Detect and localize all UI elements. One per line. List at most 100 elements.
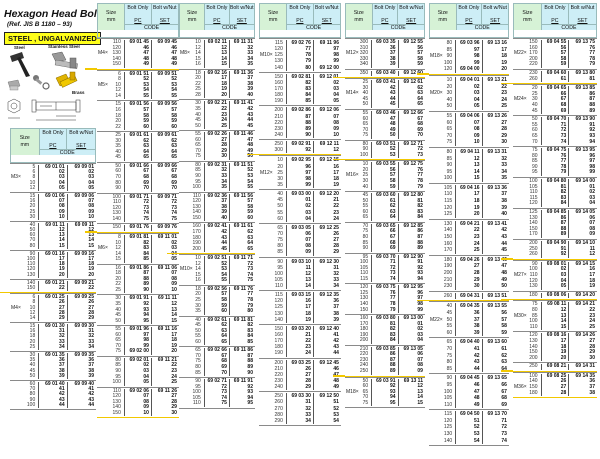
size-block: 20 69 04 65 69 13 85 25 66 86 M24× 30 67 87 40 68 88… [501, 82, 597, 259]
table-row: 65 08 28 [429, 126, 509, 133]
length-value: 310 [359, 44, 369, 51]
pc-code-cell: 36 [372, 45, 399, 52]
length-value: 95 [277, 264, 283, 271]
set-code-cell: 10 [333, 131, 339, 138]
set-code-cell: 69 13 55 [487, 303, 507, 310]
length-cell: 150 [97, 225, 125, 231]
table-row: 80 08 28 [259, 243, 341, 250]
table-row: 105 81 01 [513, 184, 597, 191]
length-cell: 15 [10, 192, 40, 200]
set-code-cell: 22 [88, 284, 94, 291]
pc-code-cell: 69 04 21 [456, 220, 483, 228]
table-row: 180 69 04 26 69 13 46 [429, 256, 509, 264]
length-cell: 75 [259, 237, 287, 244]
length-cell: 230 [259, 125, 287, 132]
pc-code-cell: 04 [39, 180, 68, 186]
set-code-cell: 51 [333, 399, 339, 406]
table-row: 6 02 02 [10, 169, 96, 176]
set-code-cell: 15 [417, 399, 423, 406]
table-row: 150 40 60 [179, 215, 255, 222]
pc-code-cell: 82 [372, 327, 399, 333]
pc-code-cell: 69 03 46 [372, 110, 399, 117]
pc-code-cell: 54 [125, 88, 152, 94]
table-row: 130 17 27 [513, 337, 597, 345]
length-value: 10 [195, 39, 201, 45]
pc-code-cell: 86 [542, 215, 570, 222]
length-value: 15 [29, 192, 36, 199]
length-value: 30 [362, 178, 369, 185]
set-code-cell: 69 12 71 [403, 140, 423, 147]
length-value: 60 [29, 380, 36, 387]
set-code-cell: 89 [247, 363, 253, 370]
table-row: 120 77 97 [259, 46, 341, 53]
length-value: 15 [29, 323, 36, 330]
length-value: 50 [29, 372, 36, 379]
table-row: M36× 150 27 37 [513, 384, 597, 391]
table-row: 75 68 88 [179, 359, 255, 365]
pc-code-cell: 59 [125, 119, 152, 125]
set-code-cell: 89 [417, 245, 423, 252]
pc-code-cell: 18 [542, 344, 570, 351]
length-value: 160 [192, 223, 201, 230]
set-code-cell: 27 [589, 337, 595, 344]
table-row: 125 76 96 [345, 290, 425, 297]
length-value: 90 [446, 162, 453, 169]
table-row: 340 39 59 [345, 61, 425, 68]
length-value: 40 [195, 316, 201, 323]
pc-code-cell: 29 [39, 315, 68, 322]
pc-code-cell: 28 [456, 270, 483, 277]
set-code-cell: 27 [171, 393, 177, 400]
length-value: 100 [26, 256, 36, 262]
table-row: 130 05 19 [513, 283, 597, 290]
table-row: 105 13 33 [259, 276, 341, 284]
length-cell: 10 [179, 39, 205, 46]
table-row: 200 69 02 86 69 12 06 [259, 107, 341, 114]
length-cell: 120 [429, 417, 457, 425]
table-row: 70 49 69 [345, 127, 425, 134]
pc-code-cell: 69 03 70 [372, 254, 399, 261]
pc-code-cell: 69 01 71 [125, 194, 152, 201]
table-row: 65 28 48 [179, 143, 255, 149]
length-cell: 270 [259, 405, 287, 412]
table-row: 120 46 46 [97, 45, 179, 52]
row-group: 75 69 08 11 69 14 21 80 12 22 M30× 85 13 23 100 14 2… [513, 300, 597, 331]
length-value: 110 [274, 283, 283, 290]
length-value: 100 [529, 178, 538, 185]
pc-code-cell: 03 [125, 368, 152, 375]
table-row: 190 24 44 [259, 350, 341, 357]
length-cell: 115 [259, 292, 287, 299]
size-unit-label: mm [523, 17, 532, 23]
length-cell: 12 [10, 310, 40, 316]
length-cell: 330 [345, 56, 373, 63]
table-row: 80 69 04 11 69 13 31 [429, 148, 509, 156]
length-value: 20 [29, 338, 36, 345]
set-code-cell: 69 13 80 [575, 69, 595, 76]
table-row: 12 05 05 [10, 185, 96, 191]
pc-code-cell: 69 03 25 [287, 359, 314, 366]
set-code-cell: 07 [88, 198, 94, 205]
set-code-cell: 70 [171, 185, 177, 192]
pc-code-cell: 52 [456, 424, 483, 432]
table-row: 100 69 08 25 69 14 35 [513, 373, 597, 380]
pc-code-cell: 18 [287, 310, 314, 317]
pc-code-cell: 13 [542, 313, 570, 320]
length-cell: 140 [97, 216, 125, 223]
thread-size-label: M18× [430, 53, 443, 60]
bolt-only-header: Bolt Only [39, 129, 68, 143]
pc-code-cell: 69 02 11 [205, 39, 230, 46]
table-row: 230 87 07 [345, 357, 425, 364]
pc-code-cell: 91 [542, 246, 570, 253]
length-value: 95 [531, 169, 538, 176]
length-cell: 95 [513, 169, 542, 177]
length-cell: 40 [97, 149, 125, 156]
length-value: 75 [195, 358, 201, 365]
page-title: Hexagon Head Bolts [4, 8, 107, 20]
set-code-cell: 35 [501, 175, 507, 182]
table-row: 150 49 49 [97, 61, 179, 68]
length-cell: 20 [179, 292, 205, 298]
table-row: 16 55 75 [179, 278, 255, 284]
set-code-cell: 59 [417, 61, 423, 68]
length-value: 170 [529, 231, 538, 238]
pc-code-cell: 14 [456, 168, 483, 176]
length-cell: 75 [429, 352, 457, 360]
